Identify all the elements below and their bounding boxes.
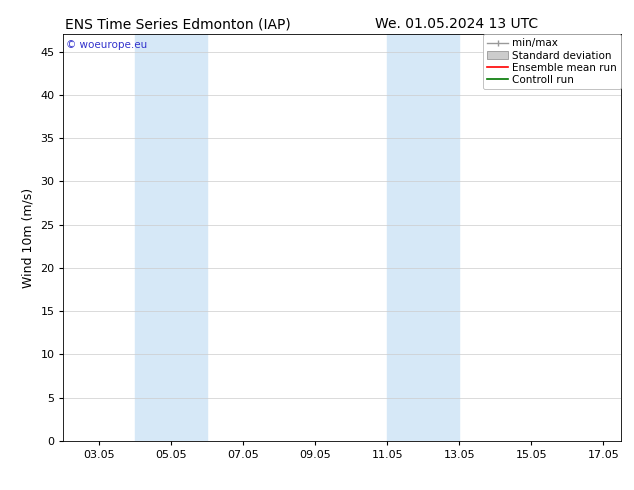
Text: ENS Time Series Edmonton (IAP): ENS Time Series Edmonton (IAP) (65, 17, 290, 31)
Legend: min/max, Standard deviation, Ensemble mean run, Controll run: min/max, Standard deviation, Ensemble me… (483, 34, 621, 89)
Bar (136, 34, 207, 441)
Y-axis label: Wind 10m (m/s): Wind 10m (m/s) (22, 188, 35, 288)
Text: © woeurope.eu: © woeurope.eu (66, 40, 148, 50)
Bar (387, 34, 460, 441)
Title: ENS Time Series Edmonton (IAP)      We. 01.05.2024 13 UTC: ENS Time Series Edmonton (IAP) We. 01.05… (0, 489, 1, 490)
Text: We. 01.05.2024 13 UTC: We. 01.05.2024 13 UTC (375, 17, 538, 31)
